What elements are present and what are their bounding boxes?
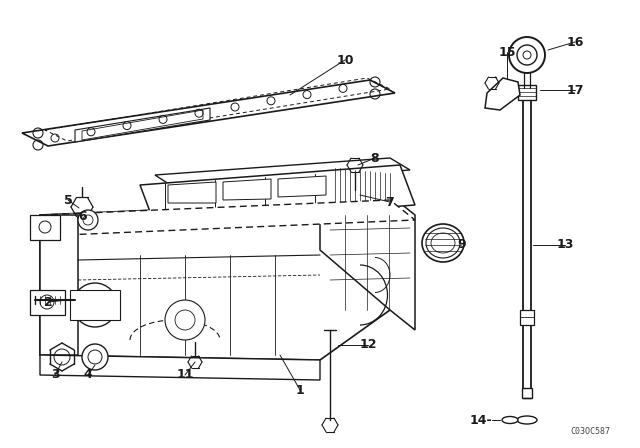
Text: 5: 5	[63, 194, 72, 207]
Polygon shape	[155, 158, 410, 188]
Polygon shape	[40, 355, 320, 380]
Text: 11: 11	[176, 369, 194, 382]
Text: 10: 10	[336, 53, 354, 66]
Ellipse shape	[517, 416, 537, 424]
Text: 17: 17	[566, 83, 584, 96]
Circle shape	[83, 293, 107, 317]
Text: 6: 6	[79, 211, 87, 224]
Polygon shape	[40, 215, 78, 355]
Polygon shape	[30, 215, 60, 240]
Ellipse shape	[431, 233, 455, 253]
Ellipse shape	[422, 224, 464, 262]
Text: 3: 3	[51, 369, 60, 382]
Polygon shape	[30, 290, 65, 315]
Polygon shape	[518, 85, 536, 100]
Text: 13: 13	[556, 238, 573, 251]
Text: 15: 15	[499, 46, 516, 59]
Text: 2: 2	[44, 296, 52, 309]
Ellipse shape	[426, 228, 460, 258]
Text: 1: 1	[296, 383, 305, 396]
Polygon shape	[223, 179, 271, 200]
Polygon shape	[75, 108, 210, 142]
Text: 9: 9	[458, 238, 467, 251]
Ellipse shape	[502, 417, 518, 423]
Polygon shape	[278, 176, 326, 197]
Polygon shape	[40, 200, 415, 235]
Text: 7: 7	[386, 195, 394, 208]
Circle shape	[73, 283, 117, 327]
Polygon shape	[40, 200, 390, 360]
Circle shape	[78, 210, 98, 230]
Text: 4: 4	[84, 369, 92, 382]
Circle shape	[165, 300, 205, 340]
Text: 16: 16	[566, 35, 584, 48]
Polygon shape	[140, 165, 415, 225]
Polygon shape	[22, 80, 395, 146]
Circle shape	[517, 45, 537, 65]
Circle shape	[82, 344, 108, 370]
Circle shape	[40, 295, 54, 309]
Text: 12: 12	[359, 339, 377, 352]
Polygon shape	[70, 290, 120, 320]
Text: 14-: 14-	[469, 414, 492, 426]
Text: C03OC587: C03OC587	[570, 427, 610, 436]
Text: 8: 8	[371, 151, 380, 164]
Polygon shape	[520, 310, 534, 325]
Polygon shape	[485, 78, 520, 110]
Polygon shape	[522, 388, 532, 398]
Polygon shape	[320, 195, 415, 330]
Polygon shape	[168, 182, 216, 203]
Circle shape	[39, 221, 51, 233]
Circle shape	[509, 37, 545, 73]
